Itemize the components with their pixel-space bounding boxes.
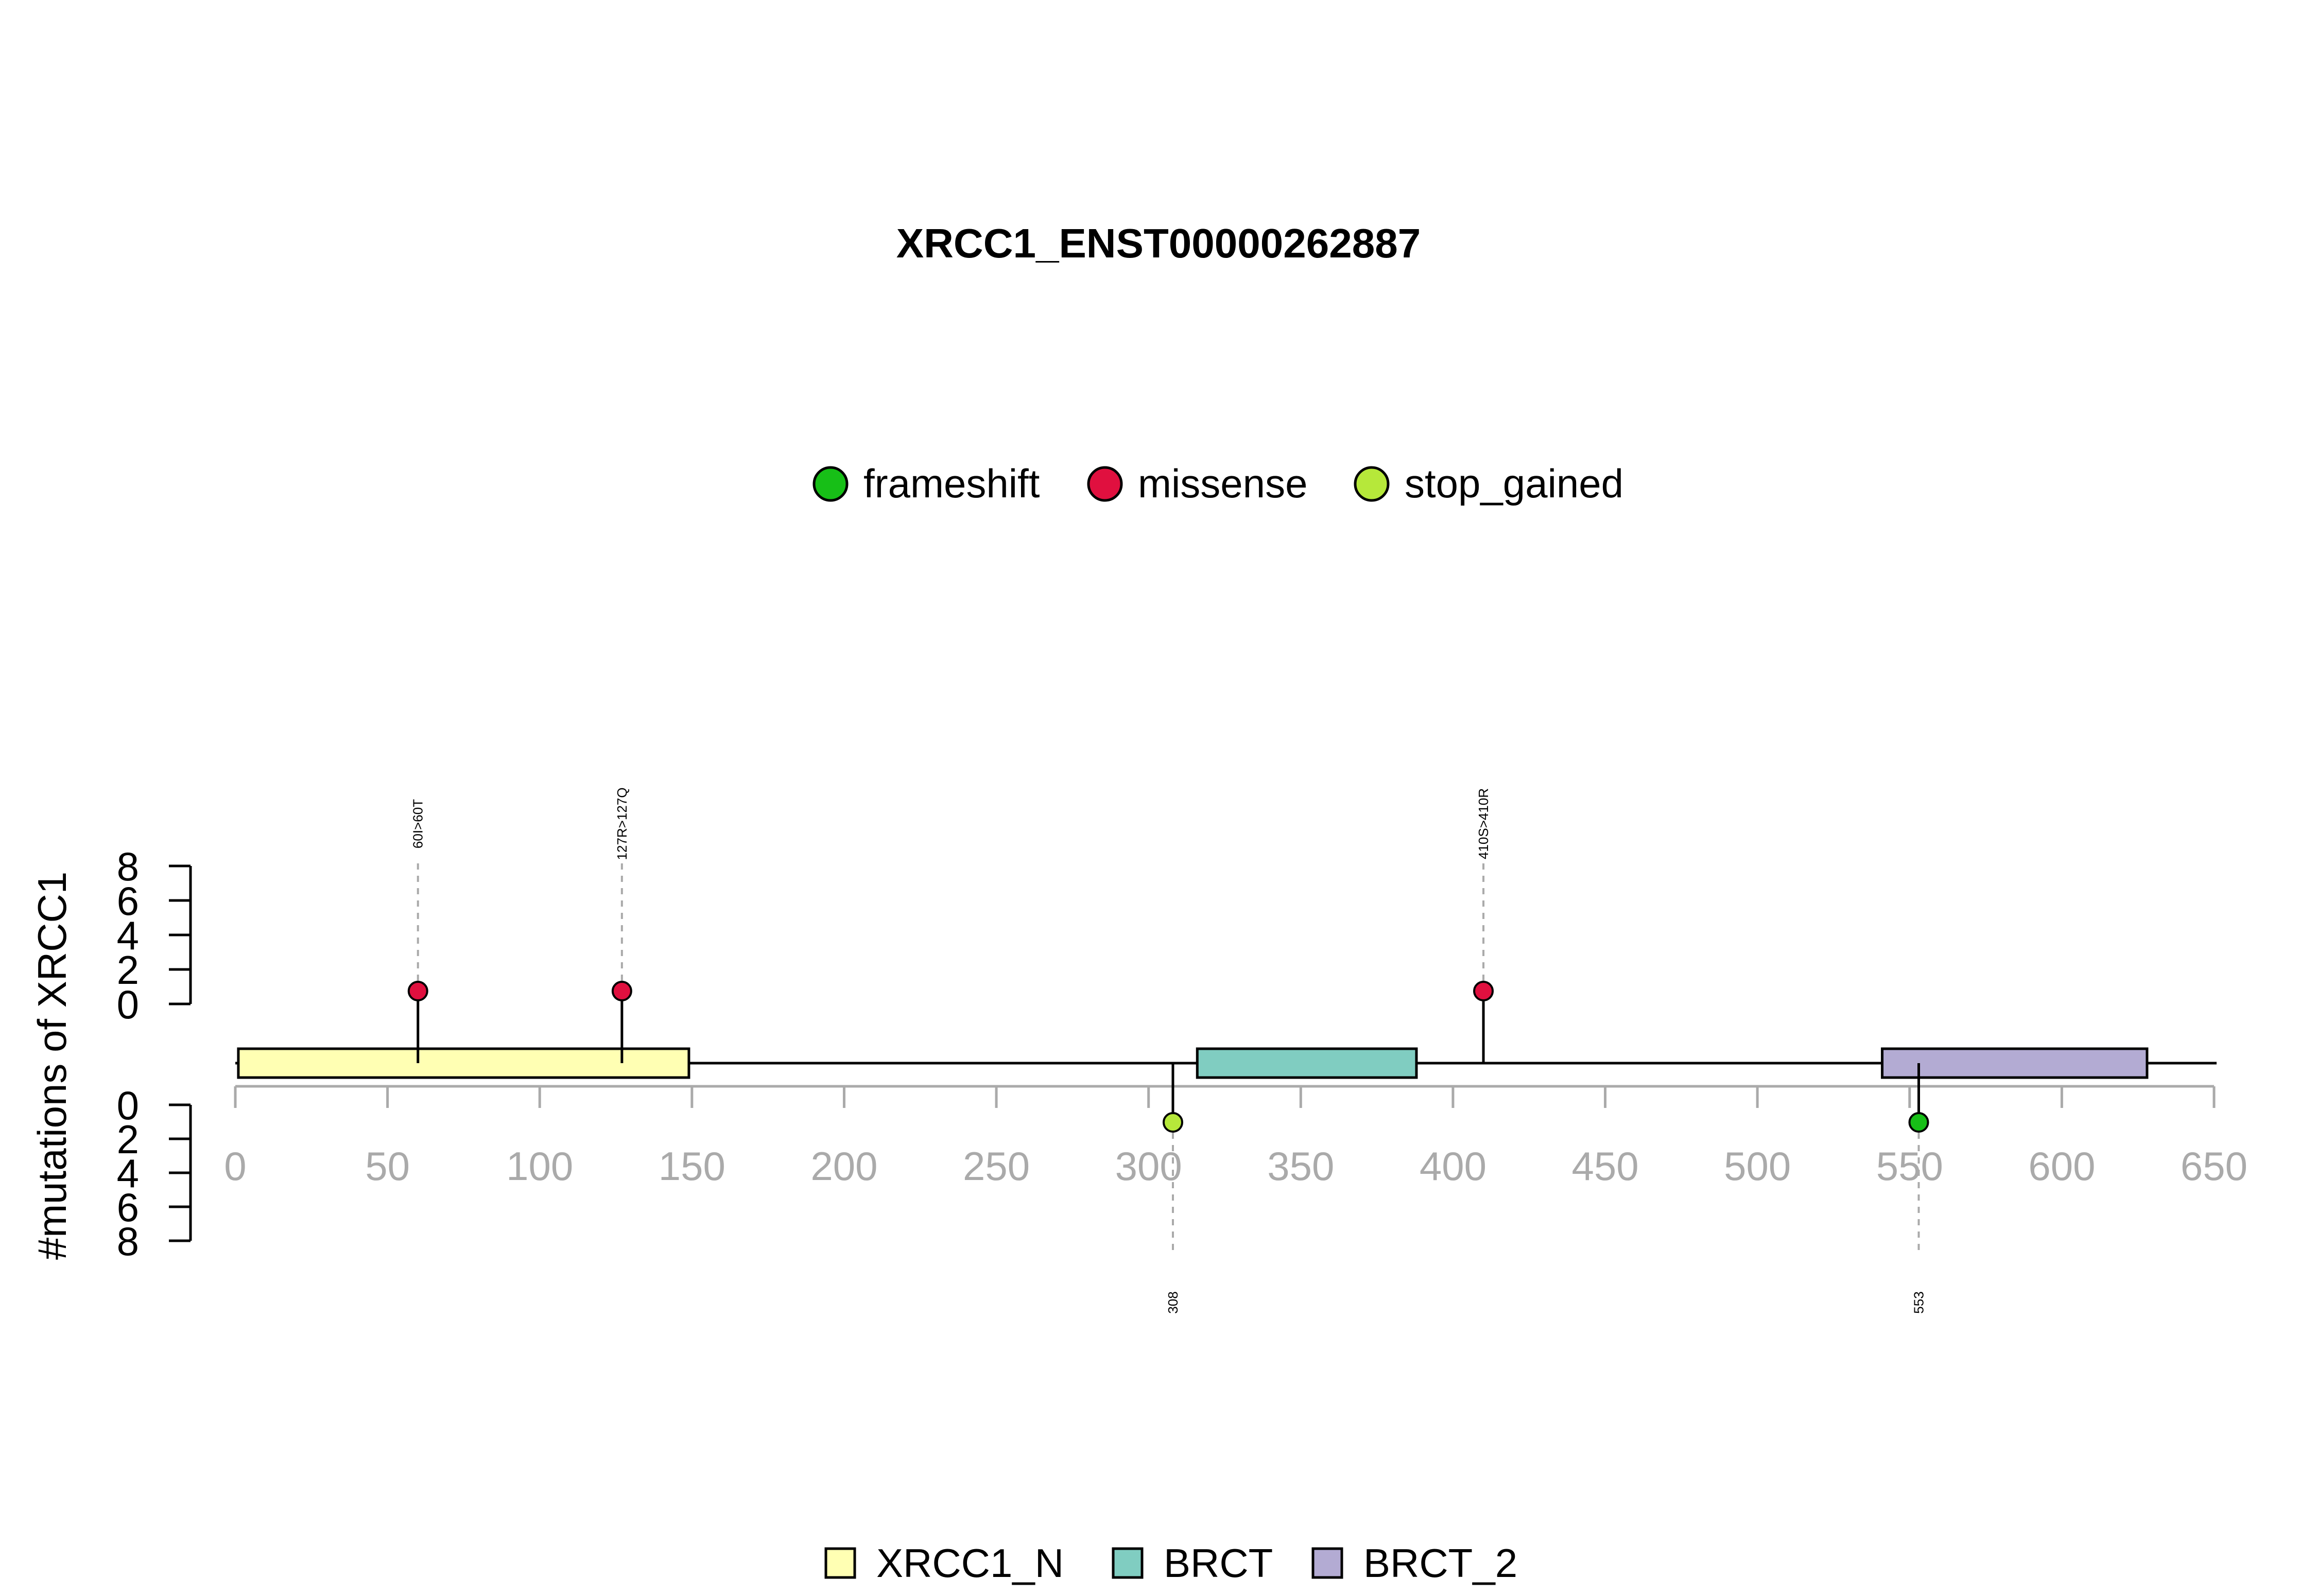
mutation-410s-410r: 410S>410R bbox=[1473, 788, 1494, 1063]
chart-title: XRCC1_ENST00000262887 bbox=[896, 220, 1421, 266]
mutation-label: 410S>410R bbox=[1476, 788, 1491, 859]
mutation-point bbox=[1908, 1112, 1929, 1133]
bottom-count-tick-label: 8 bbox=[117, 1219, 139, 1264]
legend-item-xrcc1-n: XRCC1_N bbox=[824, 1540, 1064, 1586]
top-count-tick-label: 0 bbox=[117, 982, 139, 1027]
mutation-60i-60t: 60I>60T bbox=[407, 799, 428, 1063]
domain-box-brct bbox=[1196, 1047, 1418, 1079]
x-axis: 0 50 100 150 200 250 300 350 400 450 500 550 600 650 bbox=[224, 1085, 2247, 1189]
top-count-tick-label: 2 bbox=[117, 947, 139, 993]
legend-label: XRCC1_N bbox=[876, 1540, 1064, 1586]
x-tick-label: 500 bbox=[1724, 1143, 1791, 1189]
mutation-127r-127q: 127R>127Q bbox=[611, 788, 632, 1063]
mutation-label: 60I>60T bbox=[410, 799, 426, 848]
mutation-label: 553 bbox=[1911, 1291, 1927, 1313]
legend-item-missense: missense bbox=[1087, 461, 1307, 506]
mutation-label: 127R>127Q bbox=[614, 788, 630, 860]
x-tick-label: 150 bbox=[659, 1143, 725, 1189]
mutation-point bbox=[1473, 981, 1494, 1001]
x-tick-label: 250 bbox=[963, 1143, 1030, 1189]
x-tick-label: 100 bbox=[506, 1143, 573, 1189]
x-tick-label: 200 bbox=[810, 1143, 877, 1189]
legend-swatch bbox=[1112, 1547, 1144, 1579]
legend-item-brct-2: BRCT_2 bbox=[1311, 1540, 1517, 1586]
y-axis-label: #mutations of XRCC1 bbox=[29, 872, 75, 1260]
bottom-count-tick-label: 0 bbox=[117, 1083, 139, 1128]
legend-swatch bbox=[824, 1547, 856, 1579]
bottom-count-tick-label: 4 bbox=[117, 1151, 139, 1196]
mutation-type-legend: frameshift missense stop_gained bbox=[812, 461, 1623, 506]
mutation-308: 308 bbox=[1162, 1063, 1183, 1314]
domain-box-brct-2 bbox=[1881, 1047, 2149, 1079]
legend-item-stop-gained: stop_gained bbox=[1354, 461, 1623, 506]
mutation-point bbox=[611, 981, 632, 1001]
domain-box-xrcc1-n bbox=[237, 1047, 690, 1079]
x-tick-label: 0 bbox=[224, 1143, 246, 1189]
domain-legend: XRCC1_N BRCT BRCT_2 bbox=[824, 1540, 1517, 1586]
legend-marker bbox=[812, 466, 849, 502]
x-tick-label: 450 bbox=[1571, 1143, 1638, 1189]
legend-swatch bbox=[1311, 1547, 1343, 1579]
bottom-count-tick-label: 2 bbox=[117, 1117, 139, 1162]
x-tick-label: 50 bbox=[365, 1143, 410, 1189]
top-count-tick-label: 6 bbox=[117, 878, 139, 924]
legend-item-brct: BRCT bbox=[1112, 1540, 1273, 1586]
bottom-count-tick-label: 6 bbox=[117, 1185, 139, 1230]
mutation-point bbox=[1162, 1112, 1183, 1133]
x-tick-label: 350 bbox=[1267, 1143, 1334, 1189]
legend-label: frameshift bbox=[863, 461, 1040, 506]
x-tick-label: 300 bbox=[1115, 1143, 1182, 1189]
legend-item-frameshift: frameshift bbox=[812, 461, 1040, 506]
plot-area: 0 50 100 150 200 250 300 350 400 450 500 550 600 6500… bbox=[117, 788, 2247, 1314]
legend-marker bbox=[1087, 466, 1123, 502]
top-count-tick-label: 8 bbox=[117, 844, 139, 889]
legend-label: stop_gained bbox=[1405, 461, 1623, 506]
x-tick-label: 650 bbox=[2181, 1143, 2247, 1189]
legend-label: BRCT bbox=[1164, 1540, 1273, 1586]
legend-label: BRCT_2 bbox=[1363, 1540, 1517, 1586]
x-tick-label: 600 bbox=[2028, 1143, 2095, 1189]
mutation-553: 553 bbox=[1908, 1063, 1929, 1314]
top-count-tick-label: 4 bbox=[117, 913, 139, 958]
legend-marker bbox=[1354, 466, 1390, 502]
x-tick-label: 400 bbox=[1420, 1143, 1486, 1189]
mutation-label: 308 bbox=[1165, 1291, 1181, 1313]
mutation-point bbox=[407, 981, 428, 1001]
x-tick-label: 550 bbox=[1876, 1143, 1943, 1189]
legend-label: missense bbox=[1138, 461, 1307, 506]
